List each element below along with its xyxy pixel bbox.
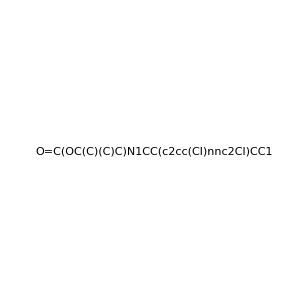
Text: O=C(OC(C)(C)C)N1CC(c2cc(Cl)nnc2Cl)CC1: O=C(OC(C)(C)C)N1CC(c2cc(Cl)nnc2Cl)CC1	[35, 146, 272, 157]
